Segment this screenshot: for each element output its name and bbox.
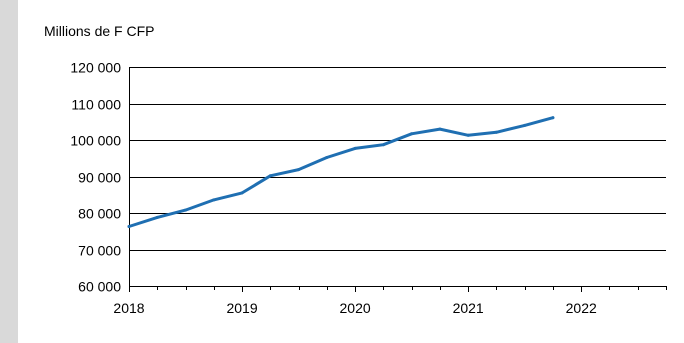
data-point [297, 168, 301, 172]
x-tick-label: 2020 [340, 300, 371, 316]
x-tick-label: 2021 [453, 300, 484, 316]
y-tick-label: 120 000 [70, 60, 121, 76]
y-tick-label: 100 000 [70, 133, 121, 149]
axes [129, 67, 667, 292]
line-chart: Millions de F CFP 60 000 70 000 80 000 90 0… [44, 23, 667, 316]
data-point [494, 130, 498, 134]
data-point [353, 146, 357, 150]
data-point [268, 174, 272, 178]
y-tick-label: 60 000 [78, 279, 121, 295]
y-tick-label: 70 000 [78, 243, 121, 259]
x-tick-label: 2022 [566, 300, 597, 316]
y-unit-label: Millions de F CFP [44, 23, 154, 39]
data-point [381, 143, 385, 147]
y-tick-label: 80 000 [78, 206, 121, 222]
data-point [438, 127, 442, 131]
x-tick-label: 2019 [226, 300, 257, 316]
data-point [212, 198, 216, 202]
series-line [127, 116, 555, 228]
chart-panel: Millions de F CFP 60 000 70 000 80 000 90 0… [18, 0, 684, 343]
data-point [410, 132, 414, 136]
data-point [127, 225, 131, 228]
y-tick-label: 110 000 [71, 97, 121, 113]
grid-lines [129, 67, 666, 287]
x-tick-labels: 2018 2019 2020 2021 2022 [113, 300, 597, 316]
x-tick-label: 2018 [113, 300, 144, 316]
data-point [523, 123, 527, 127]
series-layer [127, 116, 555, 228]
y-tick-label: 90 000 [78, 170, 121, 186]
data-point [551, 116, 555, 120]
data-point [466, 133, 470, 137]
data-point [155, 215, 159, 219]
data-point [184, 208, 187, 212]
y-tick-labels: 60 000 70 000 80 000 90 000 100 000 110 000 12… [70, 60, 121, 295]
data-point [325, 156, 329, 159]
data-point [240, 191, 244, 195]
